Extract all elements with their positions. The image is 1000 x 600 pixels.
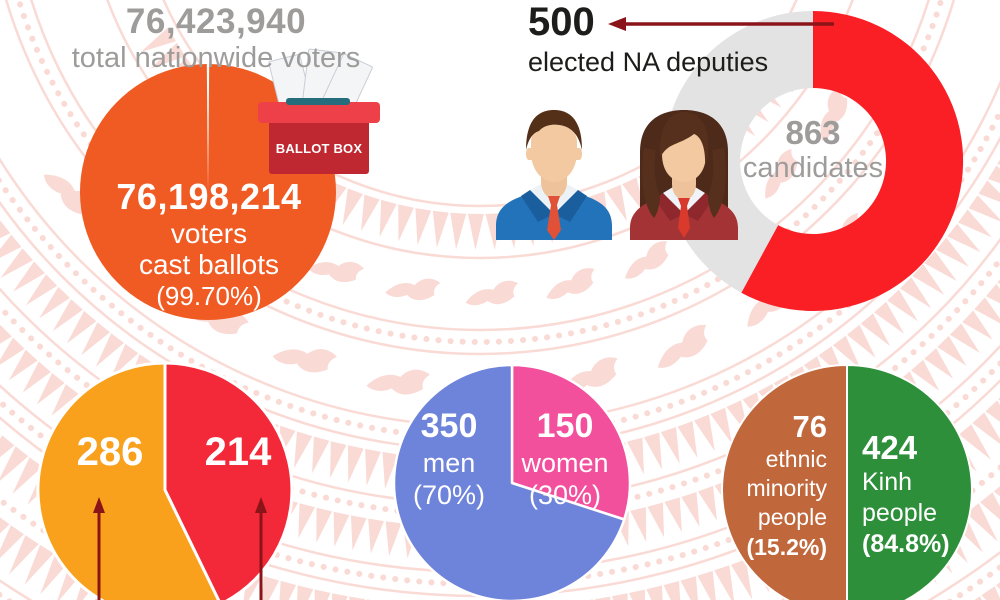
turnout-line1: voters [170, 218, 248, 249]
ethnic-chart [721, 364, 973, 600]
turnout-number: 76,198,214 [116, 176, 302, 217]
gender-chart [392, 363, 632, 600]
female-lapel-left [655, 193, 684, 221]
men-percent: (70%) [412, 480, 486, 510]
gender-slice-0 [510, 363, 632, 521]
ethnic-slice-1 [846, 364, 973, 600]
ballot-box-label: BALLOT BOX [275, 141, 363, 156]
ballot-box-icon: BALLOT BOX [256, 48, 382, 174]
candidates-label: candidates [742, 152, 884, 184]
elected-deputies-number: 500 [528, 0, 595, 44]
candidates-center-label: 863 candidates [733, 114, 893, 185]
male-hair [526, 110, 582, 150]
female-hair-lock-right [708, 148, 726, 218]
ballot-box-body: BALLOT BOX [269, 123, 369, 174]
kinh-percent: (84.8%) [862, 530, 950, 558]
female-hair-lock-left [642, 148, 660, 218]
female-candidate-avatar [630, 110, 738, 240]
ballot-box-slot [286, 98, 350, 105]
men-value: 350 [420, 407, 478, 445]
female-tie [678, 198, 690, 238]
kinh-value: 424 [862, 429, 918, 466]
kinh-line2: people [862, 499, 938, 527]
male-tie [547, 196, 561, 240]
ethnic-kinh-labels: 424 Kinh people (84.8%) [862, 428, 994, 560]
minority-percent: (15.2%) [746, 534, 827, 560]
minority-line3: people [757, 504, 827, 530]
women-label: women [521, 448, 609, 478]
ballot-box-lid [258, 102, 380, 123]
arrowhead [93, 497, 105, 513]
turnout-line2: cast ballots [138, 249, 280, 280]
gender-slice-1 [392, 363, 626, 600]
women-value: 150 [536, 407, 594, 445]
total-voters-headline: 76,423,940 total nationwide voters [38, 2, 394, 74]
mandate-red-value: 214 [204, 430, 272, 474]
candidates-slice-0 [741, 10, 964, 311]
elected-deputies-label: elected NA deputies [528, 47, 769, 77]
mandate-arrow-right [255, 497, 267, 600]
mandate-orange-value: 286 [76, 430, 144, 474]
male-candidate-avatar [496, 110, 612, 240]
candidates-number: 863 [785, 114, 841, 151]
arrowhead [255, 497, 267, 513]
mandate-slice-1 [36, 361, 221, 600]
women-percent: (30%) [528, 480, 602, 510]
gender-men-labels: 350 men (70%) [387, 406, 511, 510]
minority-line1: ethnic [765, 446, 827, 472]
male-ear-right [576, 148, 582, 160]
male-ear-left [526, 148, 532, 160]
total-voters-label: total nationwide voters [71, 42, 361, 74]
gender-women-labels: 150 women (30%) [503, 406, 627, 510]
female-front-hair [659, 112, 709, 166]
minority-line2: minority [746, 475, 827, 501]
male-face [531, 124, 577, 182]
triangle-band [974, 582, 1000, 600]
minority-value: 76 [792, 409, 827, 444]
ethnic-minority-labels: 76 ethnic minority people (15.2%) [698, 408, 827, 562]
men-label: men [422, 448, 476, 478]
deputies-arrowhead [608, 17, 626, 31]
kinh-line1: Kinh [862, 468, 913, 496]
voter-turnout-slice-0 [206, 63, 210, 192]
male-lapel-left [521, 190, 554, 222]
female-lapel-right [684, 193, 713, 221]
turnout-pie-labels: 76,198,214 voters cast ballots (99.70%) [83, 176, 335, 313]
mandate-arrow-left [93, 497, 105, 600]
ethnic-slice-0 [721, 364, 848, 600]
deputies-arrow [608, 17, 834, 31]
total-voters-number: 76,423,940 [125, 2, 307, 41]
turnout-percent: (99.70%) [156, 281, 262, 311]
male-lapel-right [554, 190, 587, 222]
